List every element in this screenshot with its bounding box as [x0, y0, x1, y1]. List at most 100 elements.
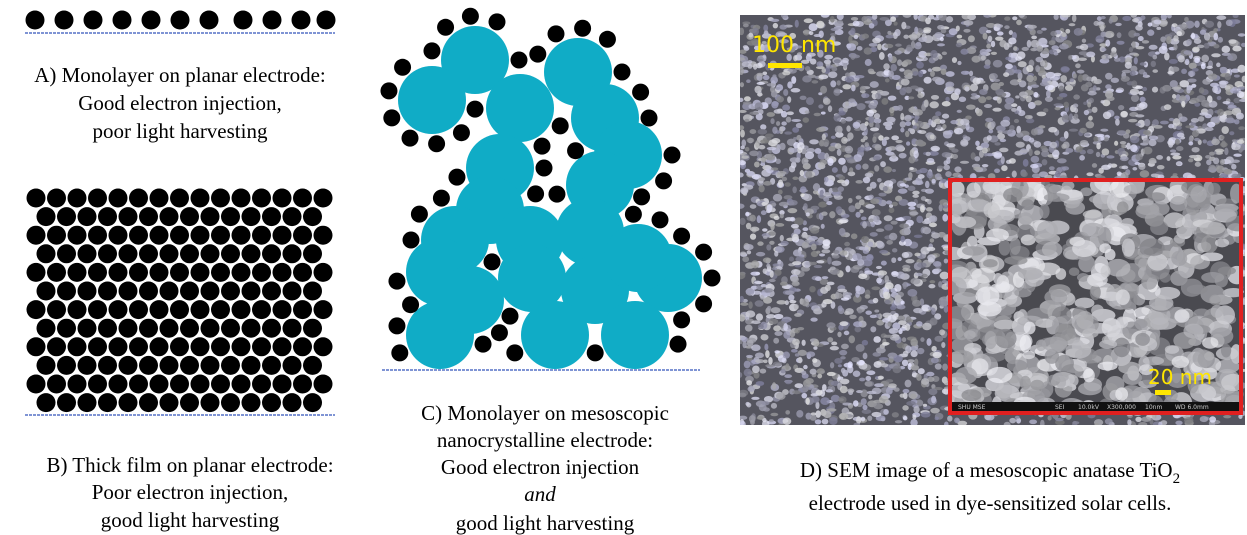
grain — [1156, 155, 1163, 160]
grain — [778, 189, 783, 194]
grain — [1241, 43, 1246, 47]
grain — [938, 281, 942, 287]
grain — [1104, 214, 1122, 227]
grain — [1158, 422, 1162, 427]
grain — [1080, 140, 1088, 146]
grain — [751, 320, 761, 324]
particle — [232, 189, 251, 208]
particle — [211, 189, 230, 208]
grain — [1149, 158, 1157, 164]
grain — [1211, 138, 1220, 145]
grain — [842, 58, 849, 63]
grain — [1082, 328, 1099, 338]
grain — [851, 17, 858, 21]
particle — [98, 319, 117, 338]
grain — [1026, 65, 1033, 72]
grain — [1209, 416, 1216, 422]
grain — [864, 142, 868, 147]
grain — [1176, 146, 1183, 151]
grain — [940, 37, 944, 41]
grain — [872, 136, 876, 143]
grain — [862, 34, 869, 39]
grain — [1186, 87, 1190, 94]
grain — [1050, 31, 1057, 36]
grain — [804, 18, 813, 23]
grain — [946, 157, 950, 164]
grain — [1115, 23, 1122, 26]
grain — [1143, 147, 1152, 155]
grain — [960, 139, 968, 147]
grain — [868, 195, 873, 199]
grain — [933, 261, 941, 267]
grain — [1149, 45, 1158, 50]
particle — [388, 273, 405, 290]
grain — [772, 74, 776, 78]
grain — [1096, 143, 1101, 150]
grain — [761, 334, 769, 340]
grain — [1161, 13, 1167, 20]
grain — [1076, 146, 1083, 152]
grain — [839, 413, 849, 420]
grain — [942, 152, 952, 158]
grain — [1005, 97, 1014, 104]
grain — [1172, 23, 1178, 27]
grain — [833, 88, 840, 96]
grain — [1034, 141, 1041, 148]
particle — [78, 319, 97, 338]
grain — [767, 83, 776, 86]
grain — [765, 364, 774, 367]
grain — [837, 80, 841, 85]
grain — [736, 57, 745, 61]
grain — [841, 344, 849, 350]
grain — [746, 79, 751, 83]
grain — [940, 119, 946, 123]
grain — [915, 273, 923, 276]
grain — [848, 98, 855, 102]
grain — [908, 186, 916, 191]
particle — [221, 393, 240, 412]
grain — [855, 75, 865, 78]
grain — [1220, 67, 1227, 71]
grain — [1166, 36, 1171, 44]
grain — [941, 342, 945, 348]
particle — [221, 244, 240, 263]
grain — [789, 257, 794, 262]
grain — [1117, 201, 1129, 213]
grain — [762, 228, 767, 231]
particle — [150, 189, 169, 208]
grain — [1025, 115, 1032, 119]
grain — [876, 266, 882, 269]
grain — [970, 84, 978, 92]
grain — [859, 199, 865, 205]
grain — [979, 89, 988, 95]
grain — [1094, 79, 1102, 84]
grain — [845, 308, 854, 315]
particle — [283, 356, 302, 375]
grain — [1080, 44, 1088, 51]
grain — [817, 368, 825, 374]
grain — [951, 149, 958, 153]
particle — [180, 356, 199, 375]
grain — [838, 158, 846, 165]
grain — [778, 180, 783, 188]
grain — [978, 96, 986, 103]
grain — [740, 187, 748, 194]
caption: good light harvesting — [101, 508, 280, 532]
grain — [774, 314, 783, 319]
particle — [150, 375, 169, 394]
grain — [1224, 110, 1233, 115]
grain — [842, 402, 851, 405]
grain — [815, 419, 822, 424]
particle — [567, 142, 584, 159]
particle — [160, 319, 179, 338]
grain — [1017, 79, 1021, 83]
grain — [1176, 31, 1182, 36]
grain — [902, 405, 908, 410]
grain — [916, 181, 923, 185]
grain — [927, 199, 932, 204]
particle — [78, 244, 97, 263]
grain — [823, 411, 832, 418]
grain — [1030, 48, 1037, 51]
grain — [1180, 24, 1188, 30]
grain — [848, 361, 853, 368]
